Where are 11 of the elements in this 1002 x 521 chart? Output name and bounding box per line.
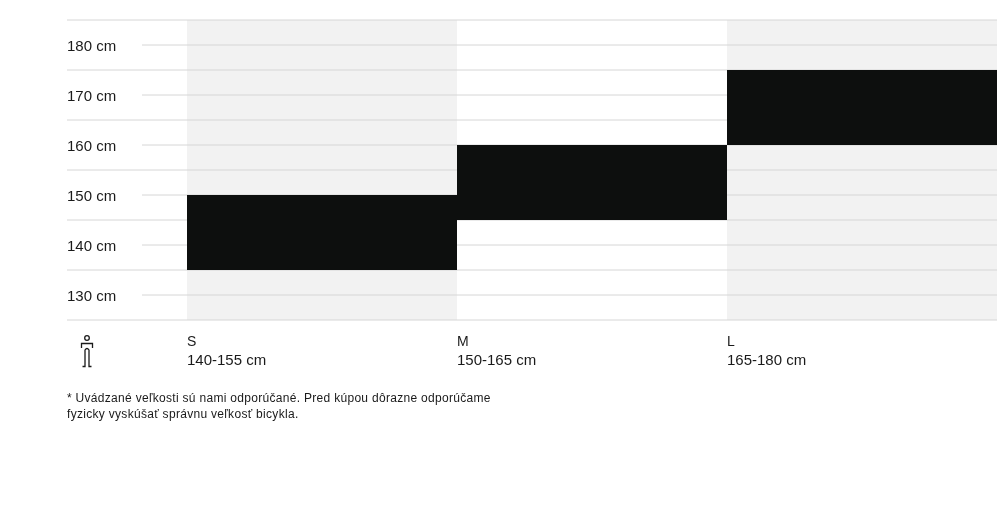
y-tick-label: 160 cm	[67, 136, 117, 154]
bar	[727, 70, 997, 145]
text: * Uvádzané veľkosti sú nami odporúčané. Pred kúpou dôrazne odporúčame fyzicky vyskúšať správnu veľkosť bicykla.	[67, 391, 491, 421]
y-tick-label: 150 cm	[67, 186, 117, 204]
y-tick-label: 130 cm	[67, 286, 117, 304]
x-tick-label: M 150-165 cm	[457, 333, 537, 368]
y-tick-label: 140 cm	[67, 236, 117, 254]
x-tick-label: S 140-155 cm	[187, 333, 267, 368]
x-tick-label: L 165-180 cm	[727, 333, 807, 368]
y-tick-label: 170 cm	[67, 86, 117, 104]
y-tick-label: 180 cm	[67, 36, 117, 54]
